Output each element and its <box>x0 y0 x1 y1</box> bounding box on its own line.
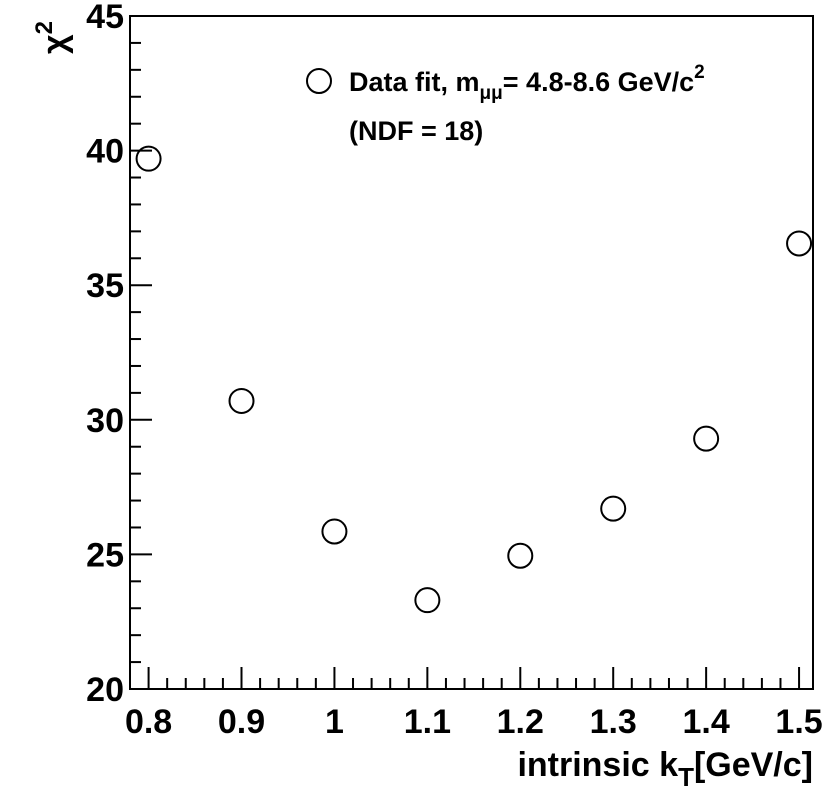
plot-frame <box>129 15 814 690</box>
data-point <box>786 230 813 257</box>
x-tick-label: 0.8 <box>125 703 172 741</box>
x-tick-label: 1.5 <box>775 703 822 741</box>
data-point <box>600 495 627 522</box>
x-tick-label: 1.3 <box>590 703 637 741</box>
x-tick-label: 1.4 <box>683 703 730 741</box>
x-axis-tick-labels: 0.8 0.9 1 1.1 1.2 1.3 1.4 1.5 <box>125 703 823 741</box>
data-point <box>414 587 441 614</box>
y-tick-label: 35 <box>86 267 124 305</box>
y-tick-label: 20 <box>86 671 124 709</box>
y-tick-label: 45 <box>86 0 124 36</box>
data-point <box>321 518 348 545</box>
y-axis-title: χ2 <box>31 21 74 54</box>
y-axis-ticks <box>130 15 152 690</box>
y-tick-label: 40 <box>86 133 124 171</box>
data-point <box>693 425 720 452</box>
legend-entry-line1: Data fit, mμμ= 4.8-8.6 GeV/c2 <box>349 62 705 104</box>
x-axis-title: intrinsic kT[GeV/c] <box>517 746 813 792</box>
x-tick-label: 1 <box>325 703 344 741</box>
legend-entry-line2: (NDF = 18) <box>349 116 483 146</box>
x-tick-label: 0.9 <box>218 703 265 741</box>
x-tick-label: 1.2 <box>497 703 544 741</box>
data-point <box>507 542 534 569</box>
legend-marker-open-circle <box>306 68 332 94</box>
x-tick-label: 1.1 <box>404 703 451 741</box>
y-tick-label: 30 <box>86 402 124 440</box>
y-tick-label: 25 <box>86 536 124 574</box>
data-point <box>228 387 255 414</box>
data-point <box>135 145 162 172</box>
data-points <box>135 145 813 614</box>
x-axis-ticks <box>129 667 801 689</box>
legend: Data fit, mμμ= 4.8-8.6 GeV/c2 (NDF = 18) <box>306 62 705 146</box>
y-axis-tick-labels: 20 25 30 35 40 45 <box>86 0 124 709</box>
